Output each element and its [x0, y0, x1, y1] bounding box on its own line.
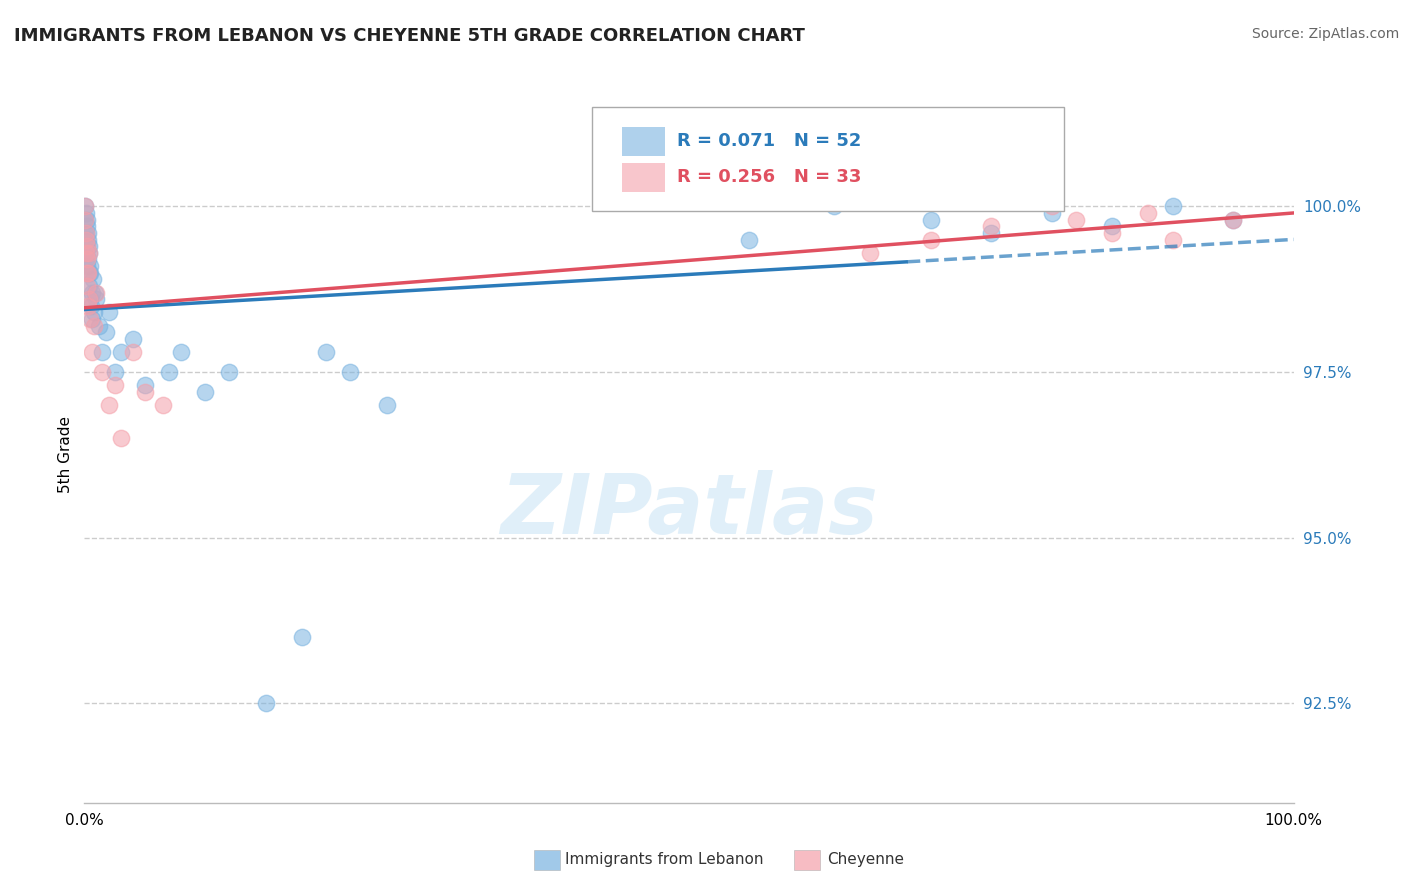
Point	[76, 299, 98, 313]
Point	[980, 226, 1002, 240]
Point	[75, 199, 97, 213]
Y-axis label: 5th Grade: 5th Grade	[58, 417, 73, 493]
Point	[83, 318, 105, 333]
Point	[97, 305, 120, 319]
Point	[86, 285, 108, 300]
Point	[194, 384, 217, 399]
Point	[738, 233, 761, 247]
Point	[134, 384, 156, 399]
Point	[79, 292, 101, 306]
Point	[77, 266, 100, 280]
Point	[77, 226, 100, 240]
Point	[76, 212, 98, 227]
Point	[79, 312, 101, 326]
Point	[375, 398, 398, 412]
Point	[75, 199, 97, 213]
Point	[1222, 212, 1244, 227]
Point	[110, 345, 132, 359]
Point	[79, 239, 101, 253]
Point	[94, 326, 117, 340]
Point	[75, 206, 97, 220]
Point	[76, 239, 98, 253]
Point	[84, 285, 107, 300]
Point	[80, 345, 103, 359]
Text: IMMIGRANTS FROM LEBANON VS CHEYENNE 5TH GRADE CORRELATION CHART: IMMIGRANTS FROM LEBANON VS CHEYENNE 5TH …	[14, 27, 804, 45]
Point	[79, 259, 101, 273]
Point	[980, 219, 1002, 234]
Point	[170, 345, 193, 359]
Point	[1064, 212, 1087, 227]
Point	[254, 697, 277, 711]
Text: Immigrants from Lebanon: Immigrants from Lebanon	[565, 853, 763, 867]
FancyBboxPatch shape	[623, 127, 665, 156]
Point	[75, 245, 97, 260]
Point	[73, 212, 96, 227]
Point	[83, 305, 105, 319]
Point	[315, 345, 337, 359]
Point	[75, 245, 97, 260]
Point	[79, 266, 101, 280]
Point	[75, 226, 97, 240]
Point	[76, 239, 98, 253]
Point	[87, 318, 110, 333]
Point	[75, 226, 97, 240]
Point	[80, 299, 103, 313]
Point	[157, 365, 180, 379]
Point	[77, 279, 100, 293]
Point	[1101, 226, 1123, 240]
Point	[97, 398, 120, 412]
Point	[920, 212, 942, 227]
Point	[76, 252, 98, 267]
Point	[104, 378, 127, 392]
Point	[77, 245, 100, 260]
Point	[80, 285, 103, 300]
Point	[110, 431, 132, 445]
Point	[218, 365, 240, 379]
Point	[77, 266, 100, 280]
Point	[76, 233, 98, 247]
Point	[1161, 233, 1184, 247]
Text: Cheyenne: Cheyenne	[827, 853, 904, 867]
Point	[86, 292, 108, 306]
Point	[823, 199, 845, 213]
Point	[152, 398, 174, 412]
Text: Source: ZipAtlas.com: Source: ZipAtlas.com	[1251, 27, 1399, 41]
Point	[1137, 206, 1160, 220]
Text: ZIPatlas: ZIPatlas	[501, 470, 877, 551]
Point	[1161, 199, 1184, 213]
Point	[76, 279, 98, 293]
Point	[920, 233, 942, 247]
Point	[121, 345, 143, 359]
Point	[76, 259, 98, 273]
Point	[82, 272, 104, 286]
Point	[1040, 206, 1063, 220]
Point	[77, 245, 100, 260]
Point	[82, 312, 104, 326]
Point	[859, 245, 882, 260]
Point	[77, 292, 100, 306]
Point	[134, 378, 156, 392]
Point	[77, 252, 100, 267]
Text: R = 0.256   N = 33: R = 0.256 N = 33	[676, 169, 862, 186]
Point	[1040, 199, 1063, 213]
Point	[104, 365, 127, 379]
Point	[76, 219, 98, 234]
Text: R = 0.071   N = 52: R = 0.071 N = 52	[676, 132, 862, 150]
Point	[75, 233, 97, 247]
FancyBboxPatch shape	[592, 107, 1064, 211]
Point	[1101, 219, 1123, 234]
Point	[121, 332, 143, 346]
Point	[339, 365, 361, 379]
Point	[91, 365, 114, 379]
Point	[91, 345, 114, 359]
FancyBboxPatch shape	[623, 162, 665, 192]
Point	[1222, 212, 1244, 227]
Point	[291, 630, 314, 644]
Point	[73, 212, 96, 227]
Point	[76, 266, 98, 280]
Point	[75, 233, 97, 247]
